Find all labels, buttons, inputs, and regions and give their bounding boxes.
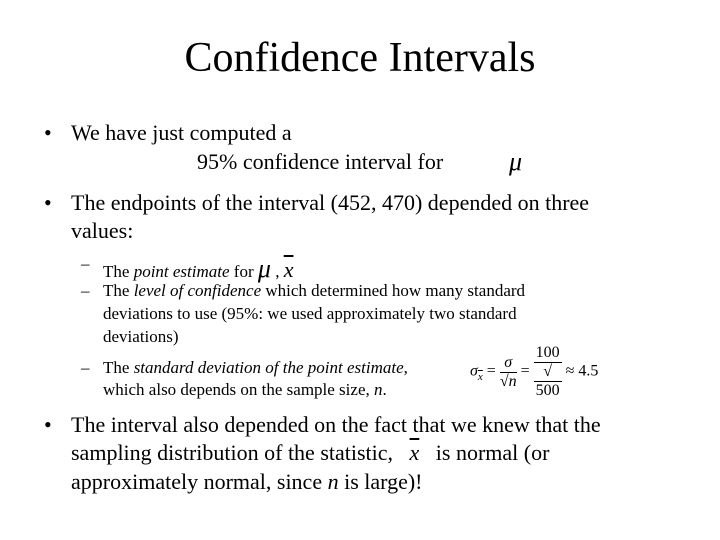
sub-bullet-3-line-2: which also depends on the sample size, n… — [103, 380, 387, 399]
sub-bullet-1: The point estimate for μ , x — [103, 254, 294, 283]
bullet-2-line-1: The endpoints of the interval (452, 470)… — [71, 190, 590, 215]
bullet-marker: • — [44, 120, 52, 145]
slide-title: Confidence Intervals — [184, 35, 536, 81]
dash-marker: – — [81, 254, 90, 273]
bullet-3-line-2: sampling distribution of the statistic, … — [71, 440, 550, 465]
sub-bullet-2-line-2: deviations to use (95%: we used approxim… — [103, 304, 517, 323]
bullet-marker: • — [44, 412, 52, 437]
mu-symbol: μ — [509, 147, 523, 176]
dash-marker: – — [81, 281, 90, 300]
sub-bullet-3-line-1: The standard deviation of the point esti… — [103, 358, 408, 377]
bullet-marker: • — [44, 190, 52, 215]
sub-bullet-2-line-1: The level of confidence which determined… — [103, 281, 526, 300]
bullet-1-line-1: We have just computed a — [71, 120, 292, 145]
bullet-3-line-1: The interval also depended on the fact t… — [71, 412, 601, 437]
bullet-3-line-3: approximately normal, since n is large)! — [71, 469, 423, 494]
standard-error-formula: σx = σ √n = 100 √ 500 ≈ 4.5 — [470, 344, 599, 399]
bullet-1-line-2: 95% confidence interval for — [197, 149, 444, 174]
dash-marker: – — [81, 358, 90, 377]
sub-bullet-2-line-3: deviations) — [103, 327, 179, 346]
bullet-2-line-2: values: — [71, 218, 134, 243]
